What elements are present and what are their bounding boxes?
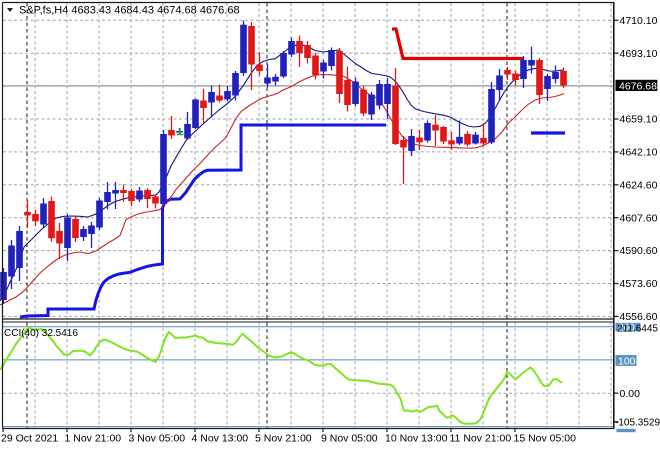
svg-text:4556.60: 4556.60 [620,311,658,323]
svg-text:4607.60: 4607.60 [620,212,658,224]
svg-text:1 Nov 21:00: 1 Nov 21:00 [65,433,122,445]
svg-text:100: 100 [618,355,636,367]
svg-text:4590.60: 4590.60 [620,245,658,257]
svg-text:29 Oct 2021: 29 Oct 2021 [1,433,58,445]
svg-text:10 Nov 13:00: 10 Nov 13:00 [385,433,448,445]
svg-text:4624.60: 4624.60 [620,179,658,191]
svg-text:4710.10: 4710.10 [620,15,658,27]
svg-text:0.00: 0.00 [620,388,641,400]
svg-text:9 Nov 05:00: 9 Nov 05:00 [321,433,378,445]
svg-text:3 Nov 05:00: 3 Nov 05:00 [129,433,186,445]
svg-text:-105.3529: -105.3529 [615,417,660,428]
svg-text:4659.10: 4659.10 [620,114,658,126]
svg-text:CCI(40) 32.5416: CCI(40) 32.5416 [4,328,78,339]
svg-text:4693.10: 4693.10 [620,48,658,60]
svg-text:4573.60: 4573.60 [620,278,658,290]
svg-text:4 Nov 13:00: 4 Nov 13:00 [192,433,249,445]
svg-text:4676.68: 4676.68 [619,80,657,92]
svg-text:4642.10: 4642.10 [620,147,658,159]
svg-text:211.6445: 211.6445 [617,323,658,334]
svg-text:S&P,fs,H4 4683.43 4684.43 467: S&P,fs,H4 4683.43 4684.43 4674.68 4676.6… [19,5,240,17]
svg-text:5 Nov 21:00: 5 Nov 21:00 [255,433,312,445]
svg-text:11 Nov 21:00: 11 Nov 21:00 [450,433,512,445]
svg-text:15 Nov 05:00: 15 Nov 05:00 [514,433,577,445]
